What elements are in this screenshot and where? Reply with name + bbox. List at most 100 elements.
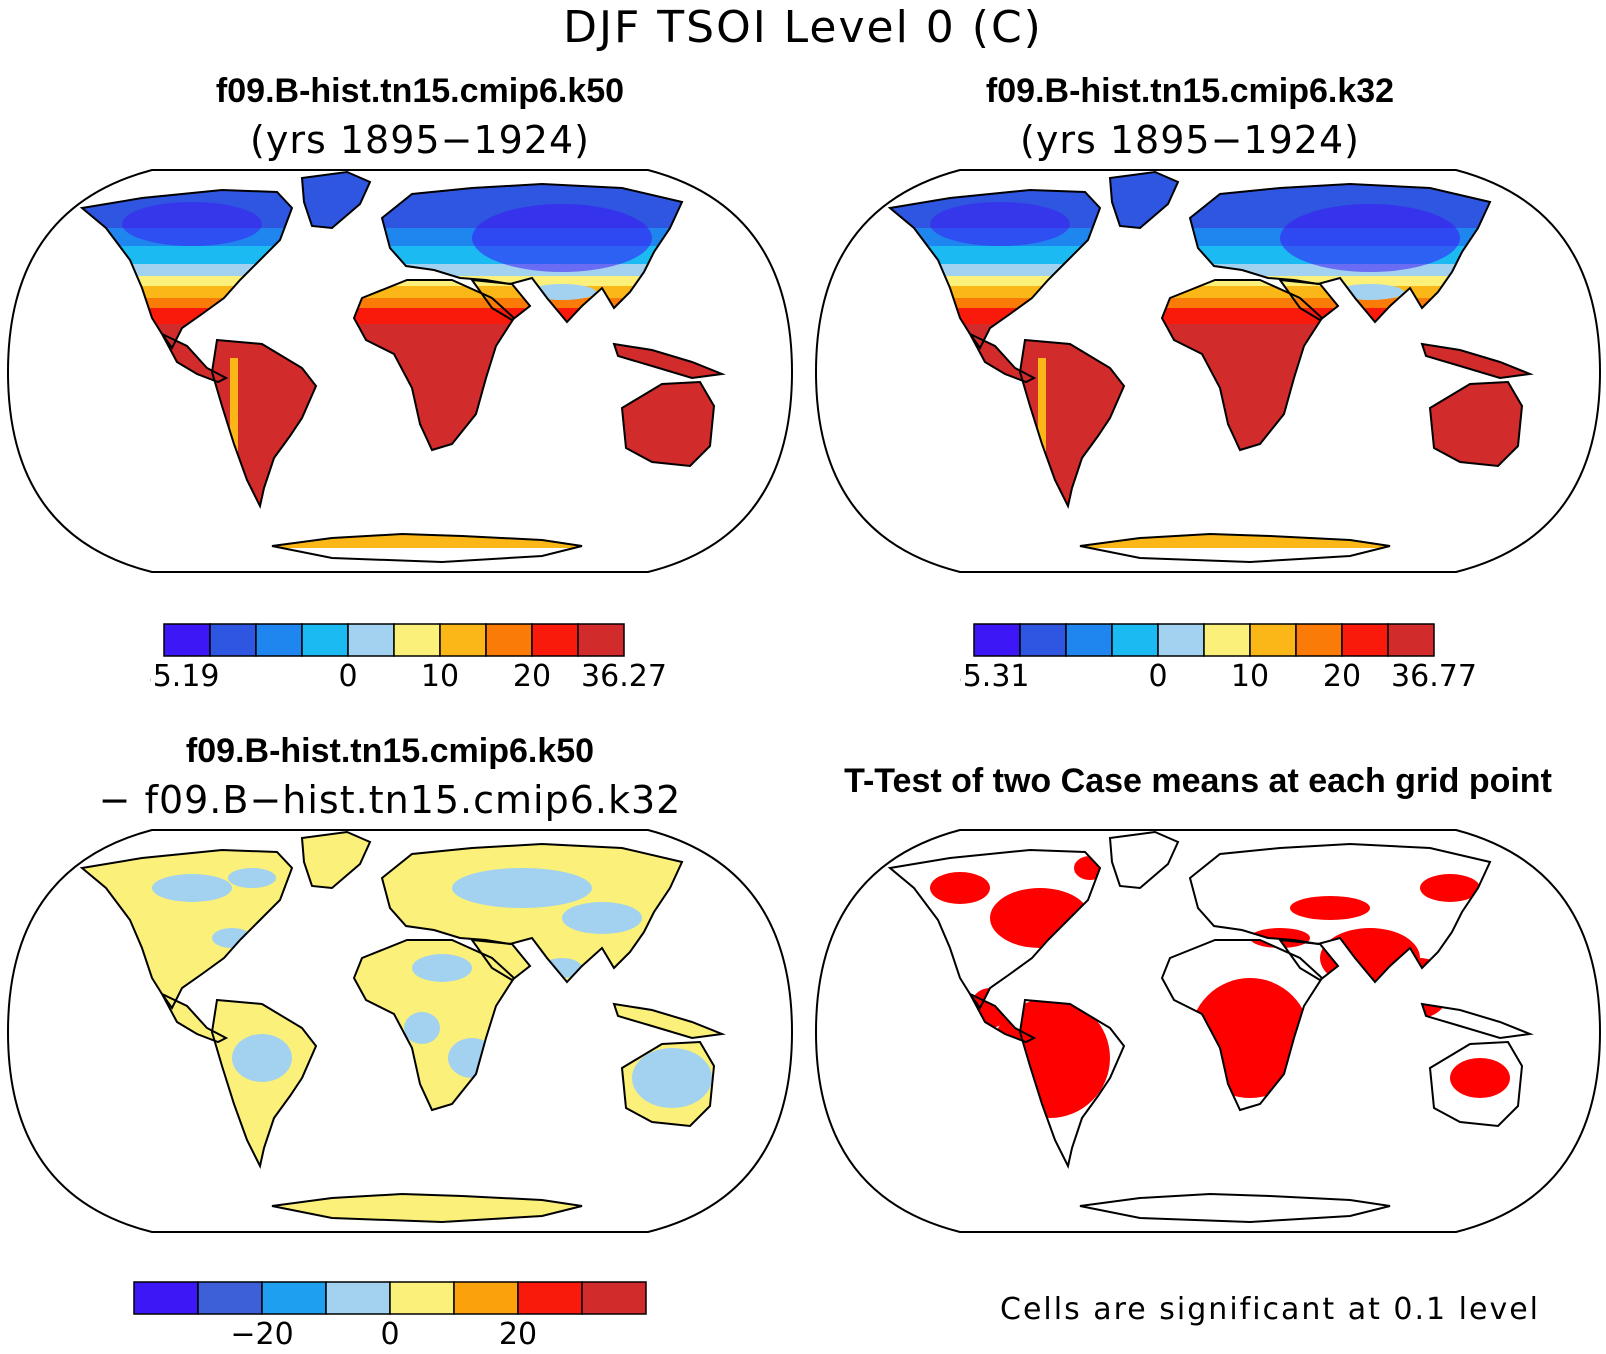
coastline-arabia [1277,938,1340,982]
colorbar-box [301,623,349,657]
colorbar-box [255,623,303,657]
panel3-subtitle: − f09.B−hist.tn15.cmip6.k32 [98,778,682,822]
colorbar-box [209,623,257,657]
colorbar-tick-label: 36.27 [581,659,667,694]
panel2-title: f09.B-hist.tn15.cmip6.k32 [985,72,1395,110]
coastlines [79,170,726,564]
colorbar-tick-label: −35.19 [150,659,220,694]
significant-cells [1450,1058,1510,1098]
cold-core-siberia [1280,204,1460,272]
coastline-southAmerica [1018,998,1126,1169]
colorbar-box [1295,623,1343,657]
panel3-title: f09.B-hist.tn15.cmip6.k50 [185,732,595,770]
coastline-australia [620,380,716,468]
coastlines [887,170,1534,564]
coastline-southAmerica [210,338,318,509]
map-frame [6,829,794,1233]
colorbar-labels: −35.31 0 10 20 36.77 [960,659,1477,694]
colorbar-tick-label: 20 [513,659,551,694]
map-frame [814,829,1602,1233]
coastline-greenland [1108,170,1180,230]
panel1-subtitle: (yrs 1895−1924) [250,118,590,162]
map-frame [6,169,794,573]
colorbar-box [163,623,211,657]
colorbar-box [133,1281,199,1315]
colorbar-box [581,1281,647,1315]
significant-cells [1290,896,1370,920]
coastline-greenland [1108,830,1180,890]
coastline-africa [1160,939,1324,1112]
panel4-title: T-Test of two Case means at each grid po… [844,762,1552,800]
cold-core-canada [930,202,1070,246]
coastline-africa [1160,279,1324,452]
temp-band [890,298,1530,308]
coastline-greenland [300,170,372,230]
colorbar-box [1019,623,1067,657]
coastline-centralAmerica [159,331,229,384]
coastline-arabia [1277,278,1340,322]
coastline-northAmerica [79,188,294,350]
coastline-eurasia [1188,182,1492,324]
diff-negative-patch [232,1034,292,1082]
coastline-arabia [469,938,532,982]
coastline-antarctica [271,532,583,564]
colorbar-box [1203,623,1251,657]
colorbar-box [1065,623,1113,657]
colorbar-box [1387,623,1435,657]
colorbar-tick-label: 10 [1231,659,1269,694]
colorbar-k50: −35.19 0 10 20 36.27 [150,623,667,694]
andes-streak [1038,358,1046,488]
map-frame [814,169,1602,573]
diff-negative-patch [152,874,232,902]
colorbar-k32: −35.31 0 10 20 36.77 [960,623,1477,694]
coastlines [79,830,726,1224]
colorbar-box [531,623,579,657]
colorbar-box [1111,623,1159,657]
colorbar-boxes [973,623,1435,657]
colorbar-tick-label: −35.31 [960,659,1030,694]
significant-cells [930,872,990,904]
map-panel-difference [6,829,794,1233]
coastline-africa [352,939,516,1112]
map-panel-k32 [814,169,1602,573]
map-panel-ttest [814,829,1602,1233]
coastline-africa [352,279,516,452]
colorbar-box [261,1281,327,1315]
coastline-northAmerica [79,848,294,1010]
coastline-indonesia [612,1002,726,1040]
diff-negative-patch [452,868,592,908]
colorbar-tick-label: 10 [421,659,459,694]
colorbar-difference: −20 0 20 [133,1281,647,1352]
colorbar-box [577,623,625,657]
coastline-australia [1428,1040,1524,1128]
coastline-eurasia [1188,842,1492,984]
coastline-greenland [300,830,372,890]
colorbar-tick-label: −20 [230,1317,293,1352]
colorbar-box [347,623,395,657]
coastline-centralAmerica [967,331,1037,384]
colorbar-box [439,623,487,657]
coastline-southAmerica [210,998,318,1169]
colorbar-labels: −35.19 0 10 20 36.27 [150,659,667,694]
cold-core-siberia [472,204,652,272]
colorbar-box [1157,623,1205,657]
panel1-title: f09.B-hist.tn15.cmip6.k50 [215,72,625,110]
colorbar-tick-label: 0 [1148,659,1167,694]
main-title: DJF TSOI Level 0 (C) [563,2,1043,53]
coastline-centralAmerica [159,991,229,1044]
coastline-antarctica [271,1192,583,1224]
temp-band [82,298,722,308]
colorbar-box [393,623,441,657]
diff-negative-patch [632,1048,712,1108]
diff-negative-patch [404,1012,440,1044]
coastlines [887,830,1534,1224]
panel2-subtitle: (yrs 1895−1924) [1020,118,1360,162]
colorbar-boxes [163,623,625,657]
significance-note: Cells are significant at 0.1 level [1000,1292,1541,1327]
colorbar-box [973,623,1021,657]
diff-negative-patch [228,868,276,888]
coastline-indonesia [612,342,726,380]
colorbar-tick-label: 20 [1323,659,1361,694]
coastline-indonesia [1420,342,1534,380]
coastline-antarctica [1079,1192,1391,1224]
